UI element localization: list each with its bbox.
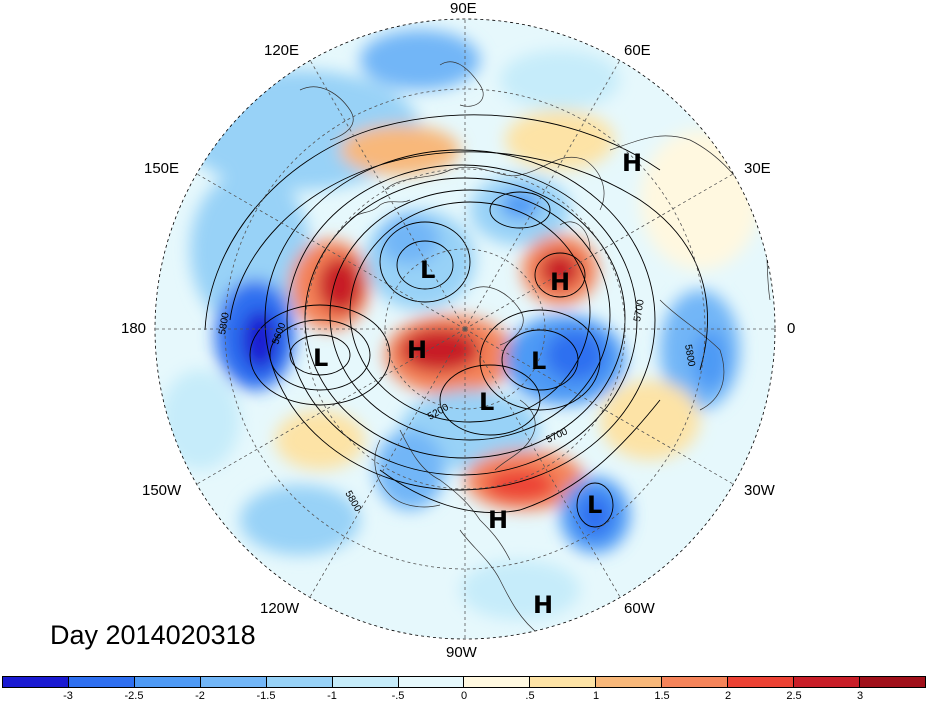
contour-label: 5800 bbox=[682, 344, 697, 368]
colorbar-swatch bbox=[728, 677, 795, 687]
contour-label: 5700 bbox=[632, 298, 647, 322]
longitude-label-120w: 120W bbox=[260, 600, 300, 617]
longitude-label-60w: 60W bbox=[624, 600, 655, 617]
colorbar-swatch bbox=[859, 677, 925, 687]
colorbar-tick-label: -3 bbox=[63, 690, 73, 702]
colorbar bbox=[2, 676, 926, 688]
colorbar-tick-label: -.5 bbox=[391, 690, 405, 702]
longitude-label-30w: 30W bbox=[744, 482, 775, 499]
contour-label: 5800 bbox=[217, 311, 232, 335]
colorbar-swatch bbox=[662, 677, 729, 687]
colorbar-tick-label: 2 bbox=[724, 690, 732, 702]
longitude-label-150w: 150W bbox=[142, 482, 182, 499]
colorbar-tick-label: 0 bbox=[460, 690, 468, 702]
timestamp-label: Day 2014020318 bbox=[50, 620, 256, 650]
colorbar-swatch bbox=[3, 677, 69, 687]
colorbar-tick-label: -1 bbox=[327, 690, 337, 702]
longitude-label-150e: 150E bbox=[144, 160, 180, 177]
longitude-label-0: 0 bbox=[787, 320, 796, 337]
high-pressure-center: H bbox=[488, 506, 508, 534]
colorbar-swatch bbox=[596, 677, 663, 687]
height-contours bbox=[204, 114, 708, 528]
colorbar-swatch bbox=[332, 677, 399, 687]
longitude-label-180: 180 bbox=[121, 320, 147, 337]
colorbar-tick-label: .5 bbox=[525, 690, 535, 702]
low-pressure-center: L bbox=[313, 344, 328, 372]
low-pressure-center: L bbox=[479, 388, 494, 416]
high-pressure-center: H bbox=[533, 591, 553, 619]
colorbar-swatch bbox=[398, 677, 465, 687]
low-pressure-center: L bbox=[587, 491, 602, 519]
map-boundary bbox=[154, 18, 776, 640]
high-pressure-center: H bbox=[622, 149, 642, 177]
longitude-label-90e: 90E bbox=[450, 0, 477, 17]
colorbar-tick-label: -2 bbox=[195, 690, 205, 702]
high-pressure-center: H bbox=[407, 336, 427, 364]
low-pressure-center: L bbox=[420, 256, 435, 284]
colorbar-swatch bbox=[134, 677, 201, 687]
longitude-label-120e: 120E bbox=[264, 42, 300, 59]
colorbar-swatch bbox=[266, 677, 333, 687]
colorbar-tick-label: -1.5 bbox=[256, 690, 276, 702]
colorbar-tick-label: 3 bbox=[856, 690, 864, 702]
high-pressure-center: H bbox=[550, 268, 570, 296]
colorbar-swatch bbox=[68, 677, 135, 687]
longitude-label-30e: 30E bbox=[744, 160, 771, 177]
colorbar-swatch bbox=[530, 677, 597, 687]
colorbar-swatch bbox=[794, 677, 860, 687]
low-pressure-center: L bbox=[531, 347, 546, 375]
colorbar-swatch bbox=[464, 677, 531, 687]
longitude-label-90w: 90W bbox=[446, 644, 477, 661]
colorbar-tick-label: -2.5 bbox=[124, 690, 144, 702]
graticule bbox=[155, 19, 775, 639]
colorbar-tick-label: 1 bbox=[592, 690, 600, 702]
pressure-centers: H L H L H L L H L H bbox=[313, 149, 642, 619]
colorbar-tick-label: 2.5 bbox=[786, 690, 802, 702]
colorbar-swatch bbox=[200, 677, 267, 687]
colorbar-tick-label: 1.5 bbox=[654, 690, 670, 702]
longitude-label-60e: 60E bbox=[624, 42, 651, 59]
